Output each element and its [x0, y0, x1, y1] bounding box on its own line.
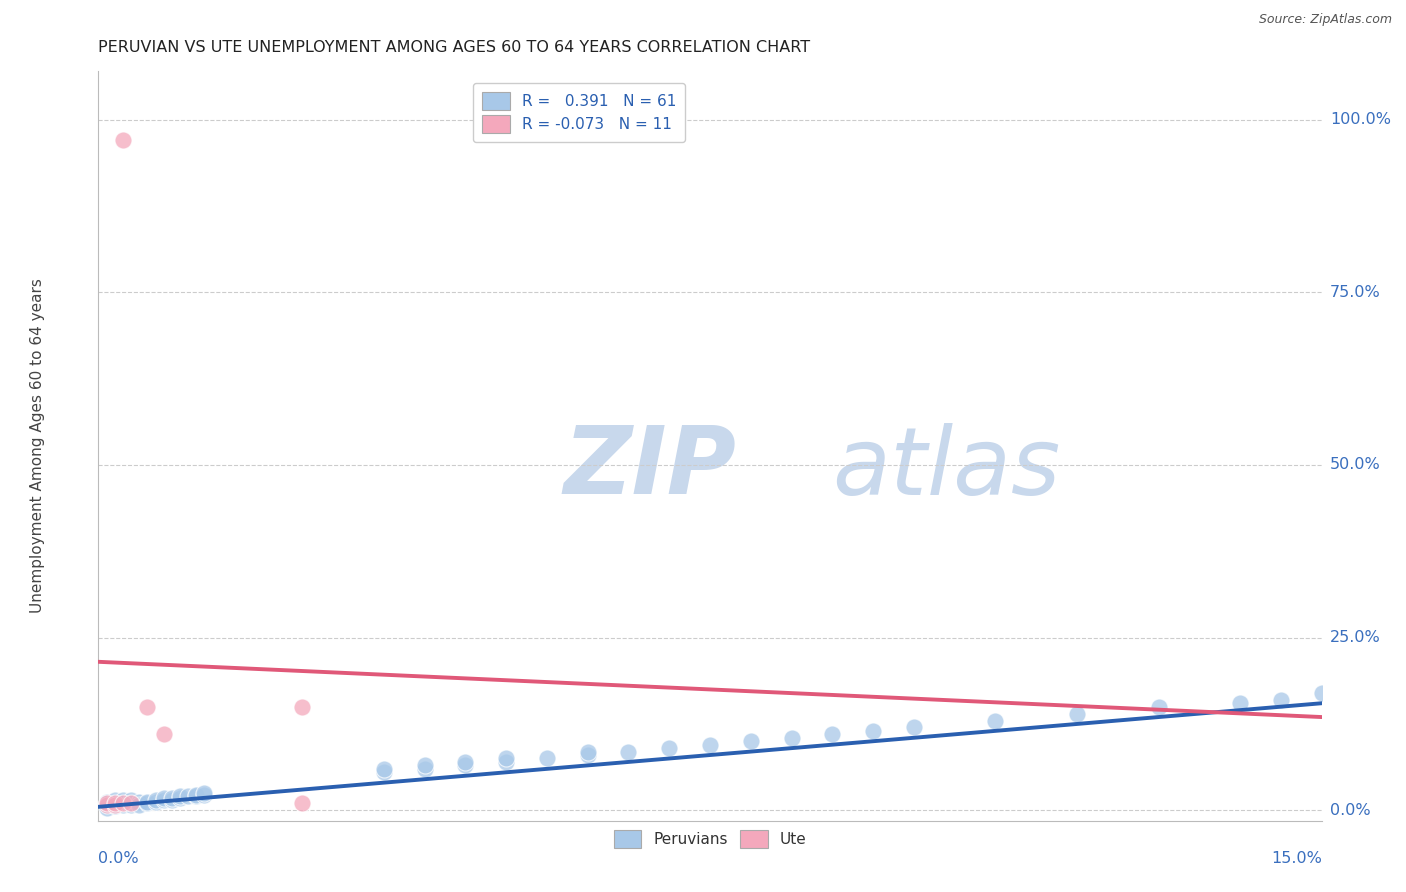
Text: 0.0%: 0.0% — [98, 851, 139, 865]
Point — [984, 714, 1007, 728]
Point — [495, 755, 517, 769]
Point — [136, 795, 159, 809]
Point — [1066, 706, 1088, 721]
Text: atlas: atlas — [832, 423, 1060, 514]
Point — [128, 795, 150, 809]
Point — [413, 758, 436, 772]
Point — [152, 793, 174, 807]
Point — [128, 797, 150, 812]
Point — [104, 797, 127, 811]
Text: ZIP: ZIP — [564, 423, 737, 515]
Point — [111, 797, 134, 811]
Point — [152, 727, 174, 741]
Point — [1310, 686, 1333, 700]
Point — [169, 789, 191, 804]
Point — [862, 723, 884, 738]
Point — [104, 799, 127, 814]
Legend: Peruvians, Ute: Peruvians, Ute — [607, 824, 813, 855]
Point — [699, 738, 721, 752]
Point — [454, 758, 477, 772]
Point — [454, 755, 477, 769]
Text: 25.0%: 25.0% — [1330, 630, 1381, 645]
Point — [120, 797, 142, 811]
Point — [193, 786, 215, 800]
Point — [145, 795, 167, 809]
Point — [96, 795, 118, 809]
Point — [1229, 696, 1251, 710]
Point — [152, 790, 174, 805]
Point — [576, 747, 599, 762]
Text: 0.0%: 0.0% — [1330, 803, 1371, 818]
Point — [576, 745, 599, 759]
Point — [413, 762, 436, 776]
Point — [104, 797, 127, 811]
Point — [495, 751, 517, 765]
Text: 50.0%: 50.0% — [1330, 458, 1381, 473]
Point — [903, 720, 925, 734]
Point — [96, 799, 118, 814]
Point — [291, 699, 314, 714]
Text: Unemployment Among Ages 60 to 64 years: Unemployment Among Ages 60 to 64 years — [30, 278, 45, 614]
Point — [291, 797, 314, 811]
Point — [169, 790, 191, 805]
Point — [658, 741, 681, 756]
Point — [120, 797, 142, 812]
Point — [111, 793, 134, 807]
Point — [96, 797, 118, 812]
Point — [373, 765, 395, 780]
Point — [120, 795, 142, 809]
Point — [1147, 699, 1170, 714]
Text: Source: ZipAtlas.com: Source: ZipAtlas.com — [1258, 13, 1392, 27]
Point — [160, 793, 183, 807]
Point — [373, 762, 395, 776]
Text: 100.0%: 100.0% — [1330, 112, 1391, 128]
Point — [96, 797, 118, 812]
Point — [128, 797, 150, 811]
Point — [186, 788, 208, 802]
Point — [120, 793, 142, 807]
Point — [1270, 693, 1292, 707]
Point — [120, 797, 142, 811]
Point — [186, 789, 208, 804]
Point — [96, 797, 118, 811]
Point — [96, 800, 118, 814]
Point — [145, 793, 167, 807]
Point — [821, 727, 844, 741]
Point — [536, 751, 558, 765]
Point — [160, 790, 183, 805]
Point — [111, 795, 134, 809]
Point — [111, 133, 134, 147]
Point — [740, 734, 762, 748]
Point — [617, 745, 640, 759]
Point — [136, 797, 159, 811]
Point — [104, 795, 127, 809]
Point — [177, 789, 200, 804]
Point — [136, 699, 159, 714]
Point — [111, 797, 134, 811]
Point — [780, 731, 803, 745]
Text: 75.0%: 75.0% — [1330, 285, 1381, 300]
Text: PERUVIAN VS UTE UNEMPLOYMENT AMONG AGES 60 TO 64 YEARS CORRELATION CHART: PERUVIAN VS UTE UNEMPLOYMENT AMONG AGES … — [98, 40, 810, 55]
Point — [96, 797, 118, 811]
Point — [104, 797, 127, 812]
Point — [111, 797, 134, 812]
Point — [193, 788, 215, 802]
Point — [104, 797, 127, 812]
Text: 15.0%: 15.0% — [1271, 851, 1322, 865]
Point — [104, 793, 127, 807]
